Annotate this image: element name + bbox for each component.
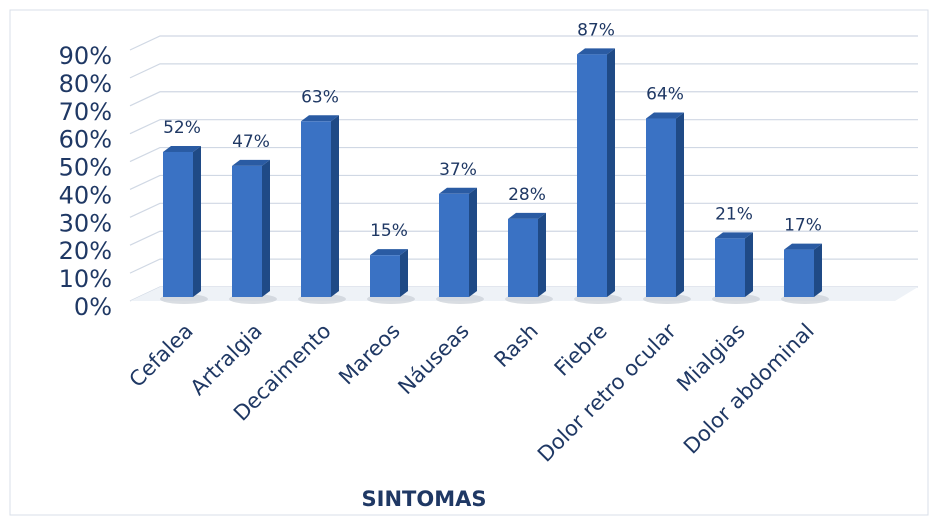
- value-label: 64%: [646, 85, 684, 105]
- y-tick-label: 10%: [59, 265, 112, 293]
- value-label: 21%: [715, 204, 753, 224]
- bar: [646, 112, 684, 297]
- y-tick-label: 0%: [74, 293, 112, 321]
- grid-line: [129, 35, 918, 51]
- value-label: 28%: [508, 185, 546, 205]
- value-label: 52%: [163, 118, 201, 138]
- value-label: 37%: [439, 160, 477, 180]
- bar: [439, 187, 477, 297]
- bar: [232, 159, 270, 297]
- y-tick-label: 20%: [59, 237, 112, 265]
- value-label: 63%: [301, 87, 339, 107]
- y-tick-label: 40%: [59, 181, 112, 209]
- value-label: 47%: [232, 132, 270, 152]
- bar: [301, 115, 339, 297]
- y-tick-label: 70%: [59, 98, 112, 126]
- x-axis-title: SINTOMAS: [362, 487, 487, 511]
- grid-line: [129, 91, 918, 107]
- y-tick-label: 80%: [59, 70, 112, 98]
- y-tick-label: 30%: [59, 209, 112, 237]
- bar: [715, 232, 753, 297]
- bar: [577, 48, 615, 297]
- bar: [370, 249, 408, 297]
- value-label: 87%: [577, 20, 615, 40]
- y-tick-label: 90%: [59, 42, 112, 70]
- y-tick-label: 60%: [59, 126, 112, 154]
- grid-line: [129, 63, 918, 79]
- value-label: 15%: [370, 221, 408, 241]
- bar: [508, 212, 546, 297]
- bar: [784, 243, 822, 297]
- value-label: 17%: [784, 216, 822, 236]
- y-tick-label: 50%: [59, 154, 112, 182]
- bar: [163, 145, 201, 297]
